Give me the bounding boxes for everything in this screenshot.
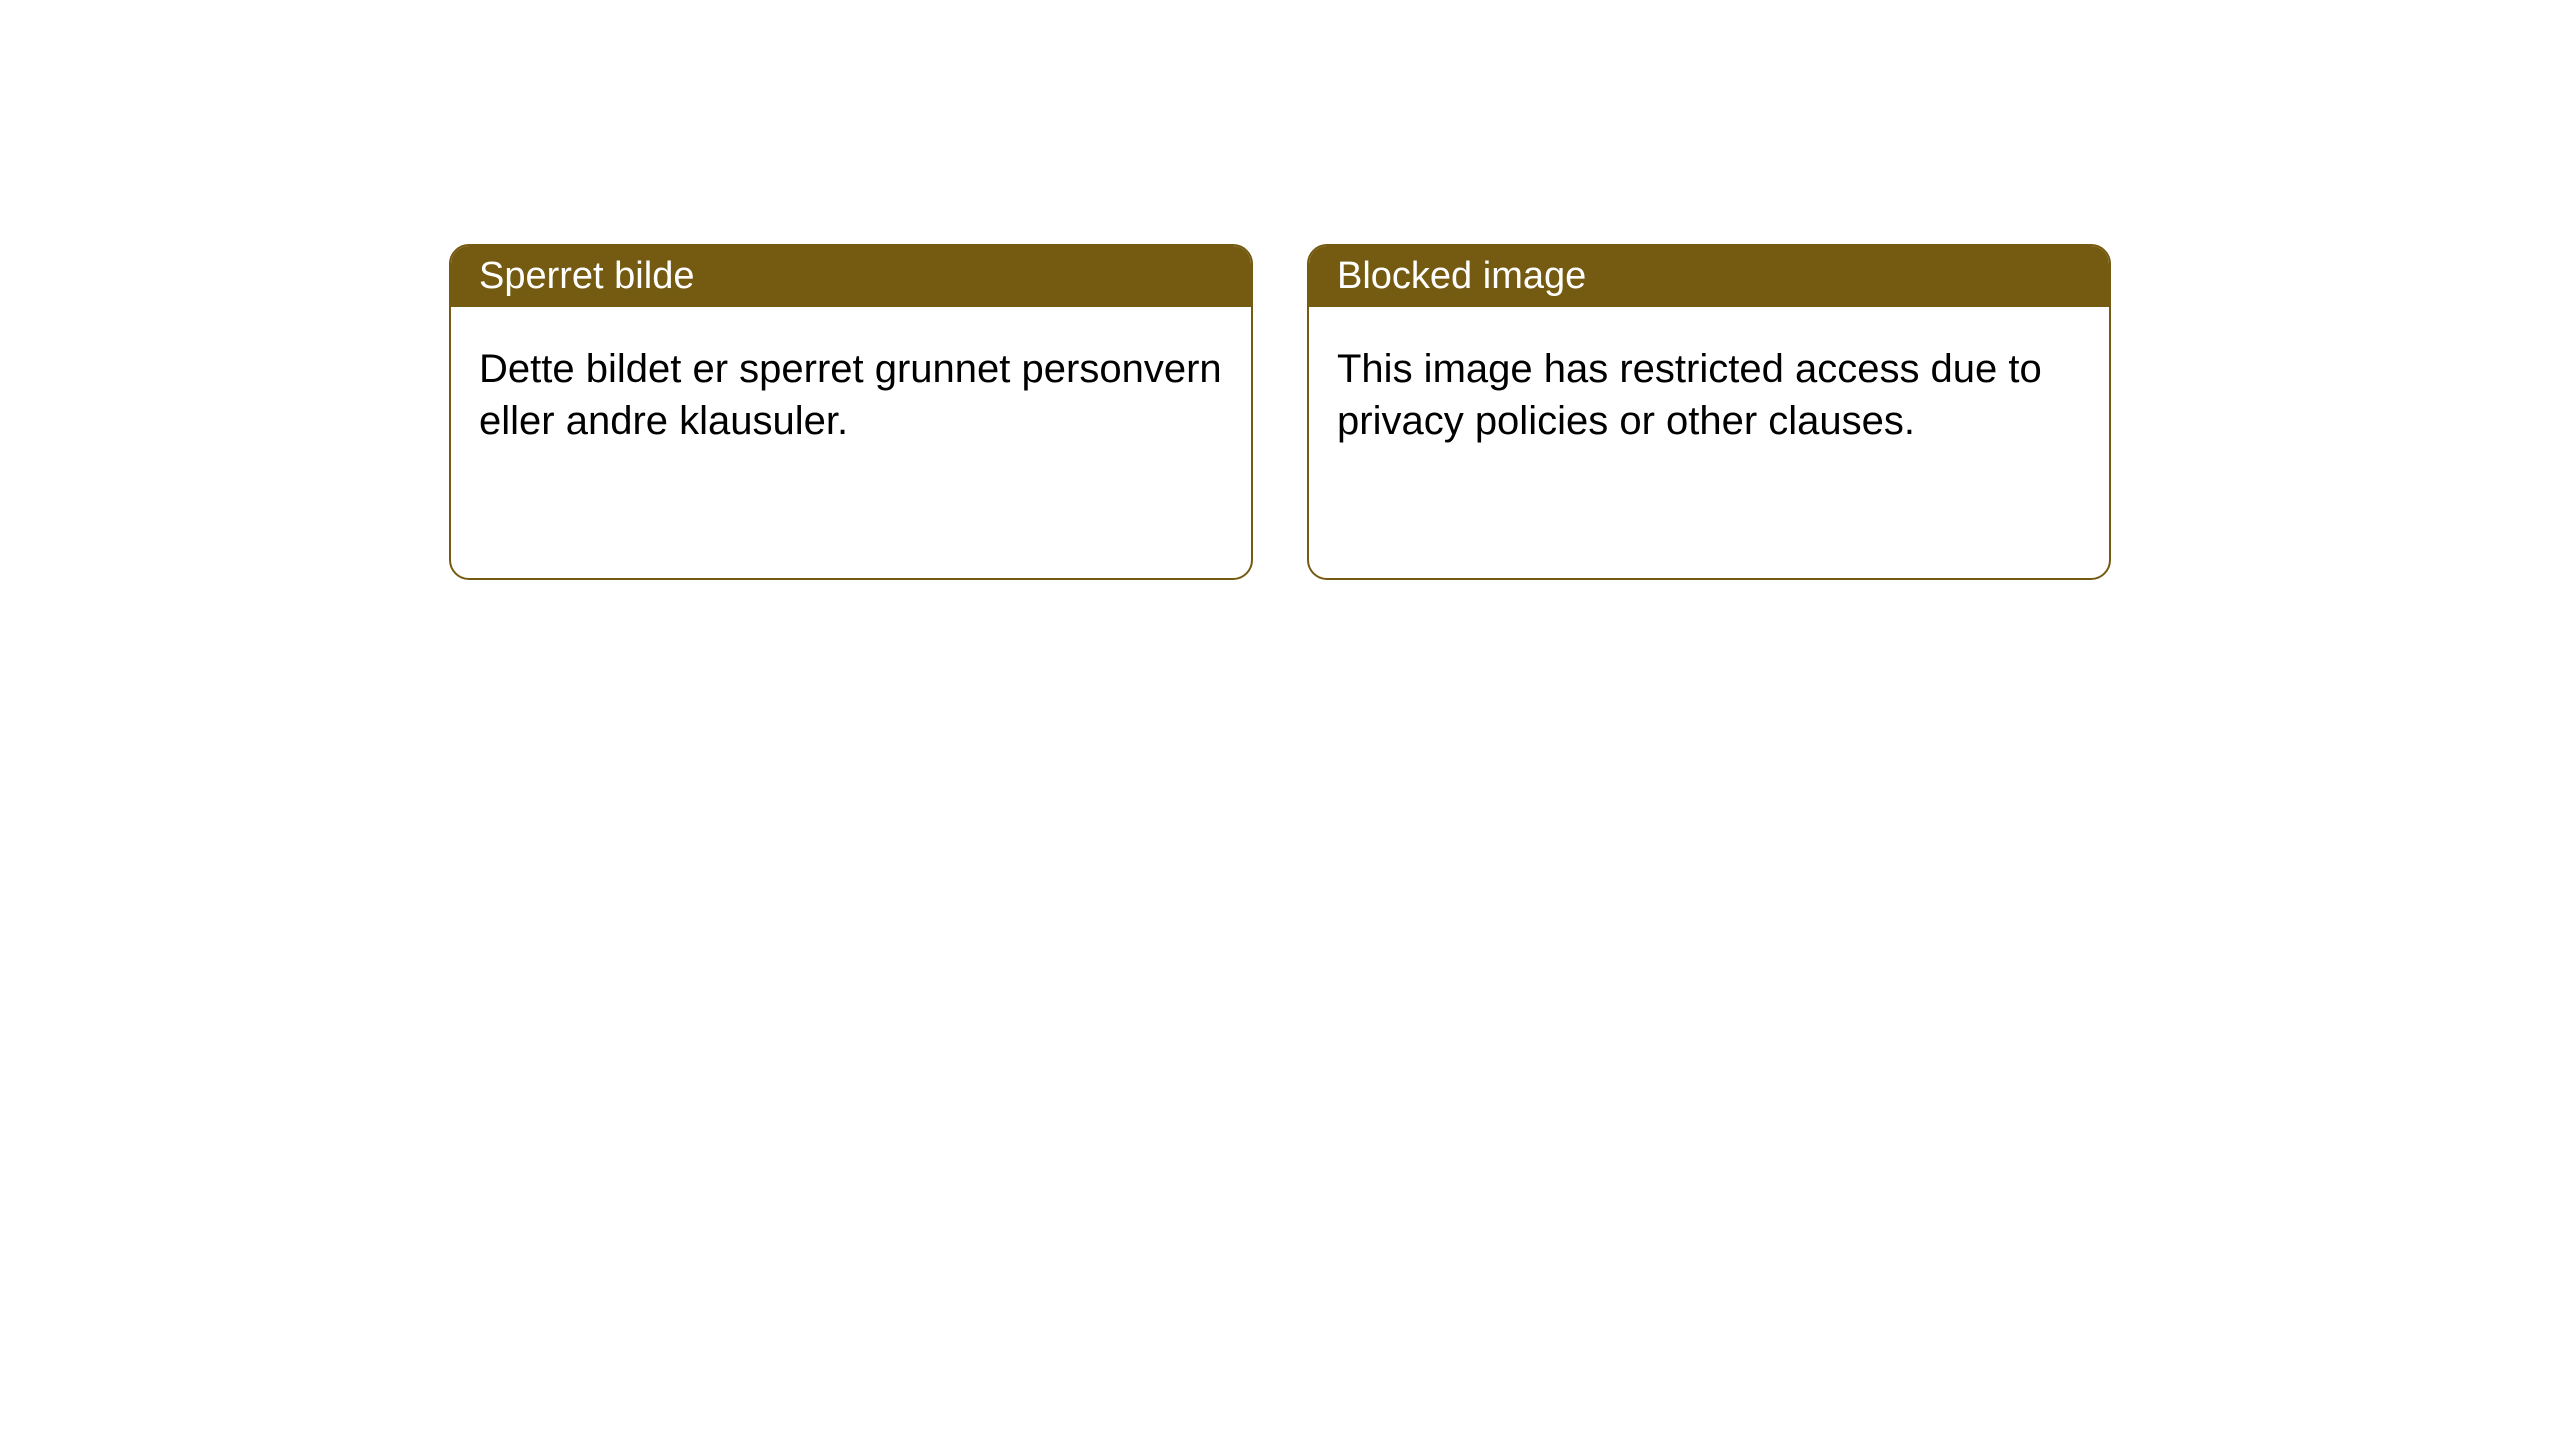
cards-container: Sperret bilde Dette bildet er sperret gr… bbox=[449, 244, 2111, 580]
card-header-en: Blocked image bbox=[1309, 246, 2109, 307]
card-body-en: This image has restricted access due to … bbox=[1309, 307, 2109, 483]
card-message-no: Dette bildet er sperret grunnet personve… bbox=[479, 347, 1222, 443]
blocked-image-card-en: Blocked image This image has restricted … bbox=[1307, 244, 2111, 580]
card-title-no: Sperret bilde bbox=[479, 255, 694, 297]
card-message-en: This image has restricted access due to … bbox=[1337, 347, 2042, 443]
card-title-en: Blocked image bbox=[1337, 255, 1586, 297]
card-header-no: Sperret bilde bbox=[451, 246, 1251, 307]
card-body-no: Dette bildet er sperret grunnet personve… bbox=[451, 307, 1251, 483]
blocked-image-card-no: Sperret bilde Dette bildet er sperret gr… bbox=[449, 244, 1253, 580]
